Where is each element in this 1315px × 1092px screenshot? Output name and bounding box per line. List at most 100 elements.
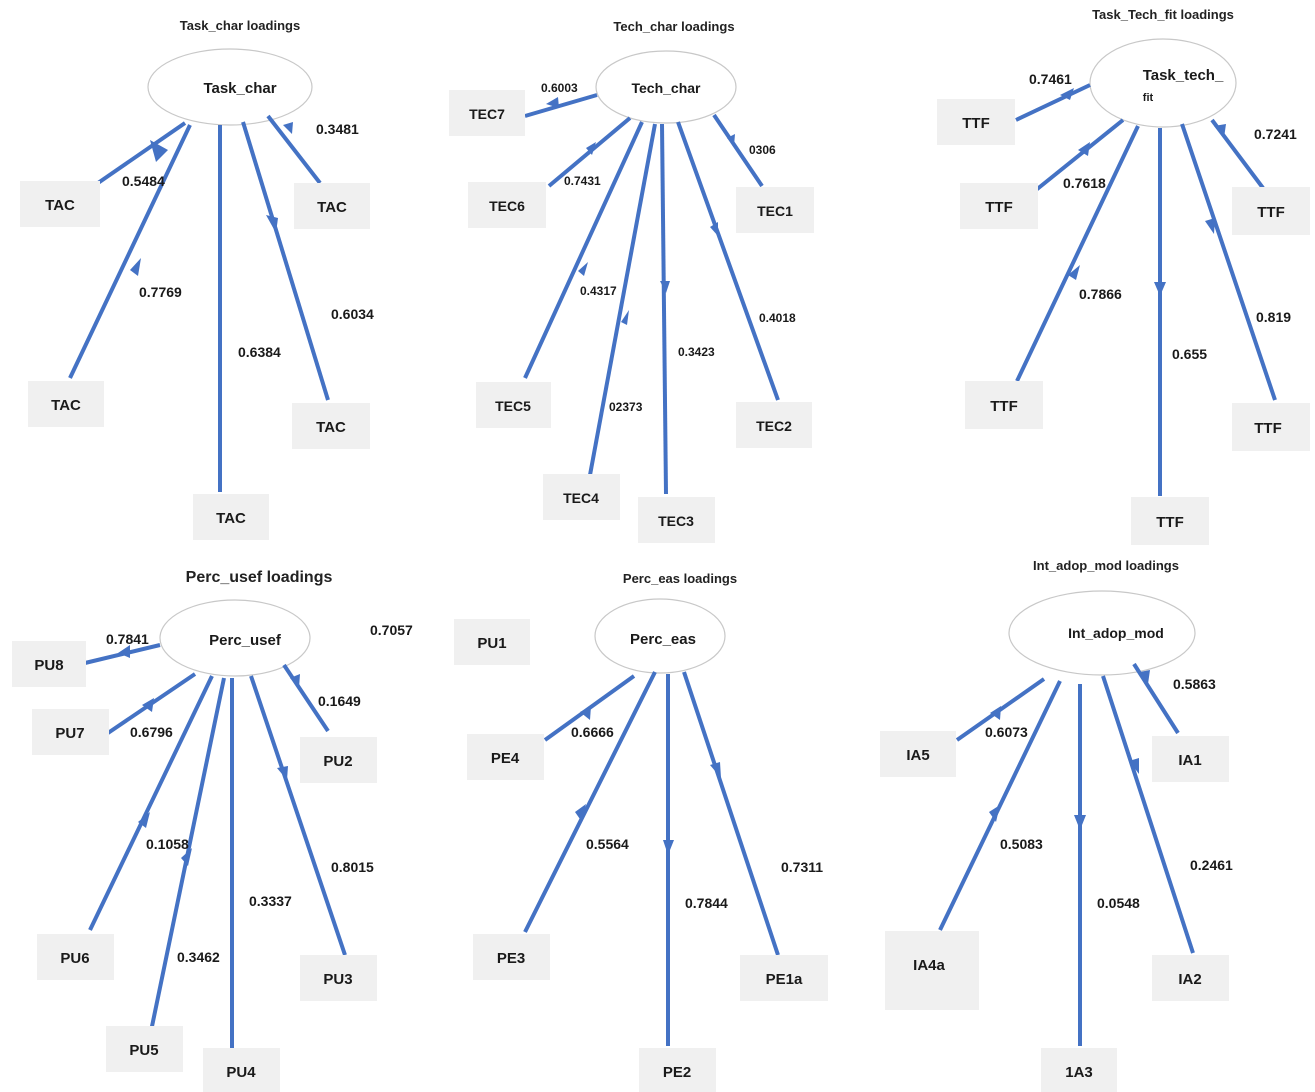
indicator-label: PE3 (497, 950, 525, 967)
loading-value: 0.6073 (985, 724, 1028, 740)
panel-title: Int_adop_mod loadings (1033, 558, 1179, 573)
loading-value: 0.655 (1172, 346, 1207, 362)
arrow-head (660, 281, 670, 293)
indicator-label: PU4 (226, 1064, 256, 1081)
indicator-box (454, 619, 530, 665)
loading-value: 0.7866 (1079, 286, 1122, 302)
arrow-head (990, 706, 1001, 720)
indicator-box (28, 381, 104, 427)
indicator-box (468, 182, 546, 228)
indicator-box (300, 737, 377, 783)
indicator-label: TTF (1257, 204, 1285, 221)
loading-value: 0.6003 (541, 81, 578, 95)
arrow-head (283, 122, 293, 134)
construct-label: Perc_usef (209, 632, 282, 649)
indicator-label: PU1 (477, 635, 506, 652)
indicator-box (467, 734, 544, 780)
arrow-head (138, 812, 150, 828)
indicator-box (193, 494, 269, 540)
indicator-label: TEC3 (658, 513, 694, 529)
arrow-head (663, 840, 674, 855)
arrow-head (290, 674, 300, 688)
loading-edge (938, 680, 1062, 931)
loading-edge (1015, 125, 1140, 382)
indicator-box (639, 1048, 716, 1092)
indicator-label: TEC6 (489, 198, 525, 214)
loading-edge (88, 675, 214, 931)
loading-edge (523, 121, 644, 379)
indicator-box (106, 1026, 183, 1072)
arrow-head (266, 215, 278, 233)
indicator-label: TAC (316, 419, 346, 436)
loading-value: 0.1058 (146, 836, 189, 852)
arrow-head (575, 804, 586, 822)
indicator-box (543, 474, 620, 520)
indicator-label: TEC5 (495, 398, 531, 414)
arrow-head (710, 222, 718, 236)
loading-value: 0.6796 (130, 724, 173, 740)
indicator-box (300, 955, 377, 1001)
loading-edge (266, 114, 322, 185)
loading-edge (682, 671, 780, 956)
arrow-head (578, 262, 588, 276)
loading-value: 0.7769 (139, 284, 182, 300)
indicator-box (20, 181, 100, 227)
loading-value: 0.819 (1256, 309, 1291, 325)
indicator-label: PU6 (60, 950, 89, 967)
indicator-label: PU8 (34, 657, 63, 674)
indicator-box (32, 709, 109, 755)
loading-value: 0.6666 (571, 724, 614, 740)
loading-value: 0.5484 (122, 173, 165, 189)
indicator-label: TAC (317, 199, 347, 216)
loading-edge (68, 124, 192, 379)
arrow-head (710, 762, 721, 778)
panel-task-tech-fit: Task_Tech_fit loadings Task_tech_ fit TT… (937, 7, 1310, 545)
arrow-head (1205, 218, 1215, 234)
arrow-head (989, 805, 1000, 822)
loading-value: 0.2461 (1190, 857, 1233, 873)
loading-value: 0.7241 (1254, 126, 1297, 142)
indicator-box (449, 90, 525, 136)
loading-value: 0.7618 (1063, 175, 1106, 191)
indicator-box (1152, 736, 1229, 782)
construct-label: Task_char (203, 80, 276, 97)
indicator-box (880, 731, 956, 777)
arrow-head (1060, 88, 1074, 100)
indicator-label: TEC7 (469, 106, 505, 122)
indicator-box (473, 934, 550, 980)
loading-value: 0.7431 (564, 174, 601, 188)
loading-edge (712, 113, 764, 188)
indicator-label: TTF (985, 199, 1013, 216)
loading-value: 0.0548 (1097, 895, 1140, 911)
indicator-label: PU5 (129, 1042, 158, 1059)
loading-value: 0.5863 (1173, 676, 1216, 692)
arrow-head (1074, 815, 1086, 830)
arrow-head (1214, 124, 1226, 138)
indicator-box (937, 99, 1015, 145)
construct-ellipse (147, 48, 313, 126)
construct-ellipse (159, 599, 311, 677)
indicator-label: PU3 (323, 971, 352, 988)
arrow-head (586, 142, 596, 155)
indicator-box (476, 382, 551, 428)
loading-value: 0.6384 (238, 344, 281, 360)
loading-value: 0.4317 (580, 284, 617, 298)
indicator-label: IA2 (1178, 971, 1201, 988)
loading-edge (588, 123, 657, 476)
loading-value: 0.7311 (781, 859, 823, 875)
arrow-head (546, 97, 559, 108)
indicator-box (960, 183, 1038, 229)
loading-edge (1132, 662, 1180, 735)
loading-edge (1180, 123, 1277, 401)
loading-edge (1101, 675, 1195, 954)
indicator-label: PU2 (323, 753, 352, 770)
indicator-label: TEC2 (756, 418, 792, 434)
construct-ellipse (594, 598, 726, 674)
indicator-label: PE1a (766, 971, 803, 988)
panel-title: Task_char loadings (180, 18, 300, 33)
loading-edge (1015, 83, 1091, 122)
panel-title: Perc_eas loadings (623, 571, 737, 586)
indicator-label: TTF (962, 115, 990, 132)
indicator-label: PU7 (55, 725, 84, 742)
arrow-head (181, 848, 192, 866)
